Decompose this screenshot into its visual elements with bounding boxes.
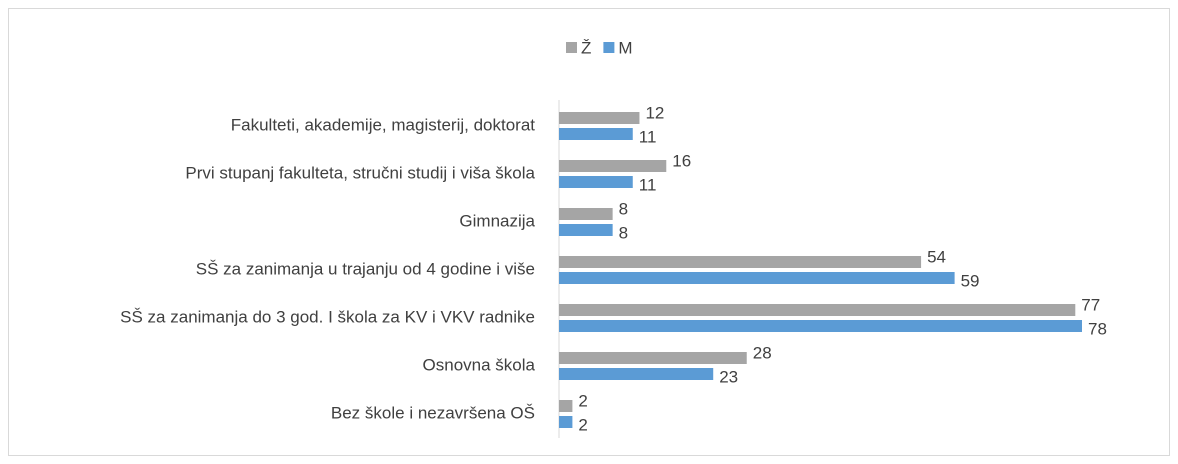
value-label: 11 <box>639 175 657 194</box>
category-label: Fakulteti, akademije, magisterij, doktor… <box>231 115 536 134</box>
bar <box>559 416 573 428</box>
legend-swatch <box>566 42 577 53</box>
bar <box>559 208 613 220</box>
value-label: 23 <box>719 367 738 386</box>
bar <box>559 224 613 236</box>
bar <box>559 176 633 188</box>
value-label: 2 <box>578 415 587 434</box>
legend-label: M <box>618 38 632 57</box>
value-label: 78 <box>1088 319 1107 338</box>
value-label: 8 <box>619 199 628 218</box>
legend-label: Ž <box>581 38 591 57</box>
value-label: 11 <box>639 127 657 146</box>
category-label: Gimnazija <box>459 211 535 230</box>
value-label: 8 <box>619 223 628 242</box>
value-label: 16 <box>672 151 691 170</box>
value-label: 12 <box>645 103 664 122</box>
category-label: Osnovna škola <box>423 355 536 374</box>
bar <box>559 352 747 364</box>
bar <box>559 256 922 268</box>
value-label: 77 <box>1081 295 1100 314</box>
category-label: SŠ za zanimanja do 3 god. I škola za KV … <box>120 307 535 326</box>
category-label: Prvi stupanj fakulteta, stručni studij i… <box>185 163 535 182</box>
bar <box>559 272 955 284</box>
bar <box>559 160 667 172</box>
legend-swatch <box>603 42 615 53</box>
bar <box>559 112 640 124</box>
bar <box>559 400 573 412</box>
category-label: Bez škole i nezavršena OŠ <box>331 403 535 422</box>
bar <box>559 128 633 140</box>
value-label: 2 <box>578 391 587 410</box>
value-label: 54 <box>927 247 946 266</box>
value-label: 59 <box>961 271 980 290</box>
bar <box>559 304 1076 316</box>
category-label: SŠ za zanimanja u trajanju od 4 godine i… <box>196 259 535 278</box>
bar <box>559 320 1082 332</box>
value-label: 28 <box>753 343 772 362</box>
bar <box>559 368 714 380</box>
